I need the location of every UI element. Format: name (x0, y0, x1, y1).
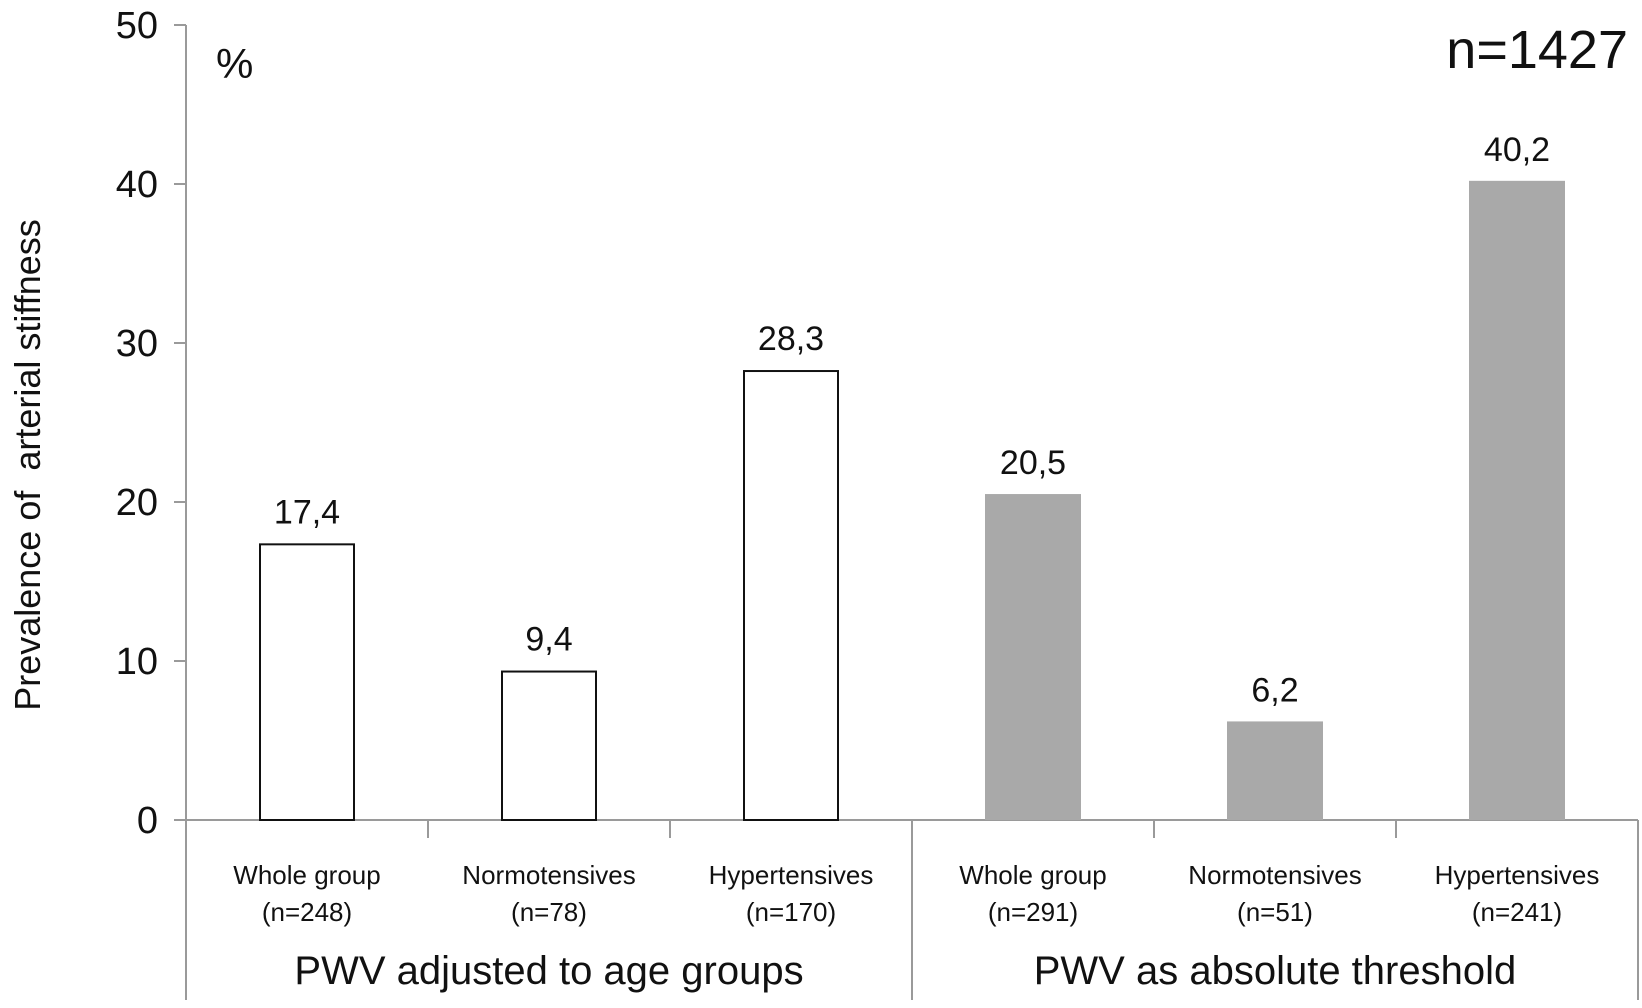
category-label: Whole group (959, 860, 1106, 890)
group-label: PWV adjusted to age groups (294, 949, 803, 993)
y-tick-label: 0 (137, 800, 158, 842)
unit-label: % (216, 40, 253, 87)
bar (1469, 180, 1565, 820)
category-sublabel: (n=291) (988, 897, 1078, 927)
category-label: Normotensives (462, 860, 635, 890)
y-tick-label: 20 (116, 482, 158, 524)
category-label: Hypertensives (709, 860, 874, 890)
category-label: Normotensives (1188, 860, 1361, 890)
category-label: Whole group (233, 860, 380, 890)
data-label: 20,5 (1000, 444, 1066, 482)
bar (1227, 721, 1323, 820)
data-label: 9,4 (525, 621, 572, 659)
category-sublabel: (n=241) (1472, 897, 1562, 927)
data-label: 6,2 (1251, 671, 1298, 709)
data-label: 28,3 (758, 320, 824, 358)
y-tick-label: 40 (116, 164, 158, 206)
labels: 0 10 20 30 40 50 17,4 Whole group (n=248) 9,4 Norm… (7, 5, 1628, 993)
category-sublabel: (n=170) (746, 897, 836, 927)
sample-size-annotation: n=1427 (1446, 20, 1628, 80)
group-label: PWV as absolute threshold (1034, 949, 1516, 993)
bar (259, 543, 355, 822)
y-tick-label: 50 (116, 5, 158, 47)
y-axis-title: Prevalence of arterial stiffness (7, 219, 48, 711)
data-label: 17,4 (274, 493, 340, 531)
bars (259, 180, 1565, 822)
category-label: Hypertensives (1435, 860, 1600, 890)
category-sublabel: (n=51) (1237, 897, 1313, 927)
data-label: 40,2 (1484, 131, 1550, 169)
axes (174, 24, 1639, 1000)
y-tick-label: 30 (116, 323, 158, 365)
bar (743, 370, 839, 821)
bar (985, 494, 1081, 820)
category-sublabel: (n=78) (511, 897, 587, 927)
category-sublabel: (n=248) (262, 897, 352, 927)
y-tick-label: 10 (116, 641, 158, 683)
bar (501, 670, 597, 821)
